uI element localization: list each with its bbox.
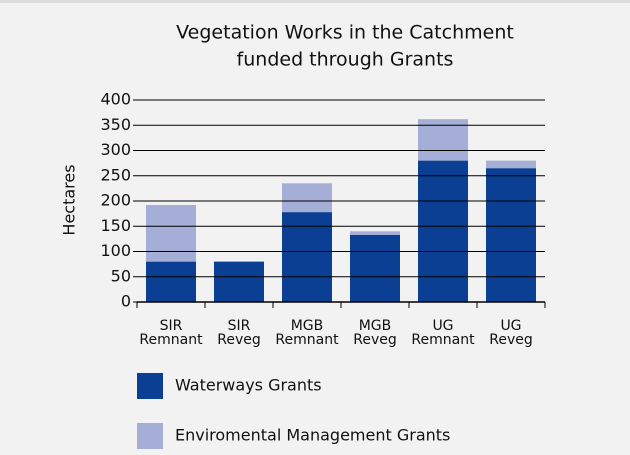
- bar-segment: [486, 168, 536, 302]
- y-tick-label: 150: [100, 216, 131, 235]
- legend-label: Enviromental Management Grants: [175, 426, 450, 445]
- y-tick-label: 0: [121, 292, 131, 311]
- x-tick-label: Remnant: [275, 332, 339, 348]
- x-tick-label: Remnant: [139, 332, 203, 348]
- chart-title: funded through Grants: [237, 49, 454, 71]
- x-tick-label: UG: [500, 318, 521, 334]
- y-tick-label: 250: [100, 165, 131, 184]
- legend-swatch: [137, 373, 163, 399]
- x-tick-label: UG: [432, 318, 453, 334]
- bar-segment: [282, 183, 332, 213]
- x-tick-label: Remnant: [411, 332, 475, 348]
- bar-segment: [350, 234, 400, 302]
- bar-segment: [146, 205, 196, 262]
- y-tick-label: 400: [100, 90, 131, 109]
- bar-segment: [146, 261, 196, 302]
- x-tick-label: MGB: [359, 318, 392, 334]
- bar-segment: [214, 261, 264, 302]
- y-tick-label: 50: [111, 266, 131, 285]
- y-tick-label: 200: [100, 191, 131, 210]
- bar-segment: [418, 160, 468, 302]
- x-tick-label: Reveg: [489, 332, 533, 348]
- y-tick-label: 100: [100, 241, 131, 260]
- x-tick-label: Reveg: [353, 332, 397, 348]
- bar-segment: [418, 119, 468, 161]
- chart-title: Vegetation Works in the Catchment: [176, 22, 514, 44]
- bar-segment: [282, 212, 332, 302]
- y-tick-label: 350: [100, 115, 131, 134]
- x-tick-label: SIR: [228, 318, 251, 334]
- y-axis-label: Hectares: [60, 164, 79, 235]
- x-tick-label: Reveg: [217, 332, 261, 348]
- y-tick-label: 300: [100, 140, 131, 159]
- x-tick-label: SIR: [160, 318, 183, 334]
- bar-segment: [350, 231, 400, 235]
- x-tick-label: MGB: [291, 318, 324, 334]
- bar-segment: [486, 160, 536, 169]
- legend-label: Waterways Grants: [175, 376, 322, 395]
- legend-swatch: [137, 423, 163, 449]
